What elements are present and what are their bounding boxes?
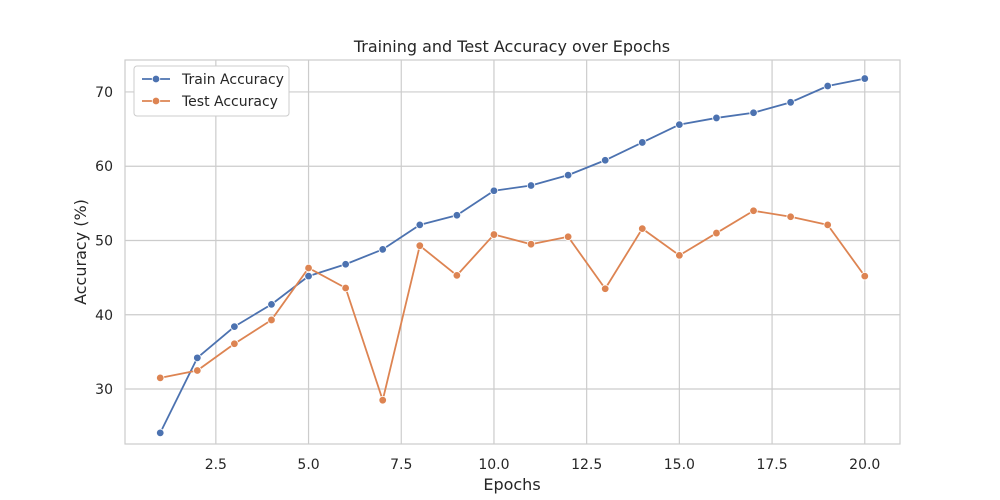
- data-point-train: [304, 271, 313, 281]
- data-point-test: [156, 373, 165, 383]
- x-tick-label: 17.5: [756, 457, 787, 473]
- data-point-train: [823, 81, 832, 91]
- data-point-test: [638, 224, 647, 233]
- data-point-test: [304, 263, 313, 273]
- data-point-train: [452, 211, 462, 220]
- x-tick-label: 10.0: [478, 457, 509, 473]
- data-point-test: [267, 315, 276, 325]
- data-point-train: [489, 186, 499, 195]
- x-tick-label: 20.0: [849, 457, 880, 473]
- data-point-test: [452, 271, 462, 280]
- data-point-test: [823, 220, 832, 230]
- data-point-train: [675, 120, 684, 129]
- data-point-test: [193, 366, 202, 375]
- x-tick-label: 2.5: [205, 457, 227, 473]
- data-point-train: [230, 322, 239, 331]
- legend-label-train: Train Accuracy: [181, 72, 284, 88]
- data-point-test: [675, 251, 684, 260]
- data-point-test: [749, 206, 758, 215]
- series-line-train: [159, 77, 865, 434]
- data-point-test: [341, 283, 350, 293]
- data-point-test: [230, 339, 239, 348]
- data-point-test: [526, 240, 536, 249]
- data-point-test: [563, 232, 573, 241]
- x-tick-label: 5.0: [297, 457, 319, 473]
- chart-title: Training and Test Accuracy over Epochs: [353, 37, 670, 56]
- data-point-train: [601, 156, 610, 165]
- plot-frame: [124, 59, 901, 445]
- data-point-train: [378, 245, 387, 254]
- data-point-train: [267, 300, 276, 309]
- data-point-test: [601, 284, 610, 293]
- x-tick-label: 15.0: [664, 457, 695, 473]
- data-point-train: [415, 220, 424, 230]
- data-point-train: [341, 260, 350, 269]
- y-tick-label: 50: [95, 233, 113, 249]
- y-tick-label: 60: [95, 159, 113, 175]
- data-point-train: [526, 181, 536, 190]
- y-tick-label: 70: [95, 85, 113, 101]
- x-axis-label: Epochs: [483, 475, 540, 494]
- data-point-test: [415, 241, 424, 250]
- y-axis-label: Accuracy (%): [71, 199, 90, 305]
- y-tick-label: 30: [95, 382, 113, 398]
- x-tick-label: 7.5: [390, 457, 412, 473]
- grid-lines: [125, 60, 900, 444]
- series-layer: [156, 74, 869, 438]
- legend-label-test: Test Accuracy: [181, 94, 278, 110]
- data-point-train: [156, 428, 165, 438]
- series-line-test: [160, 209, 866, 402]
- data-point-test: [489, 230, 499, 239]
- data-point-train: [749, 108, 758, 117]
- data-point-train: [638, 138, 647, 147]
- data-point-train: [860, 74, 869, 83]
- data-point-test: [712, 228, 721, 238]
- legend-marker-train: [151, 74, 161, 84]
- x-tick-labels: 2.5 5.0 7.5 10.0 12.5 15.0 17.5 20.0: [205, 457, 881, 473]
- data-point-train: [786, 98, 795, 107]
- legend-marker-test: [151, 96, 161, 106]
- y-tick-labels: 30 40 50 60 70: [95, 85, 113, 398]
- y-tick-label: 40: [95, 308, 113, 324]
- data-point-train: [712, 113, 721, 123]
- legend: Train Accuracy Test Accuracy: [133, 65, 290, 117]
- data-point-test: [860, 271, 869, 281]
- legend-box: [133, 65, 290, 117]
- data-point-test: [378, 395, 387, 405]
- x-tick-label: 12.5: [571, 457, 602, 473]
- data-point-test: [786, 212, 795, 221]
- data-point-train: [563, 170, 573, 180]
- data-point-train: [193, 353, 202, 363]
